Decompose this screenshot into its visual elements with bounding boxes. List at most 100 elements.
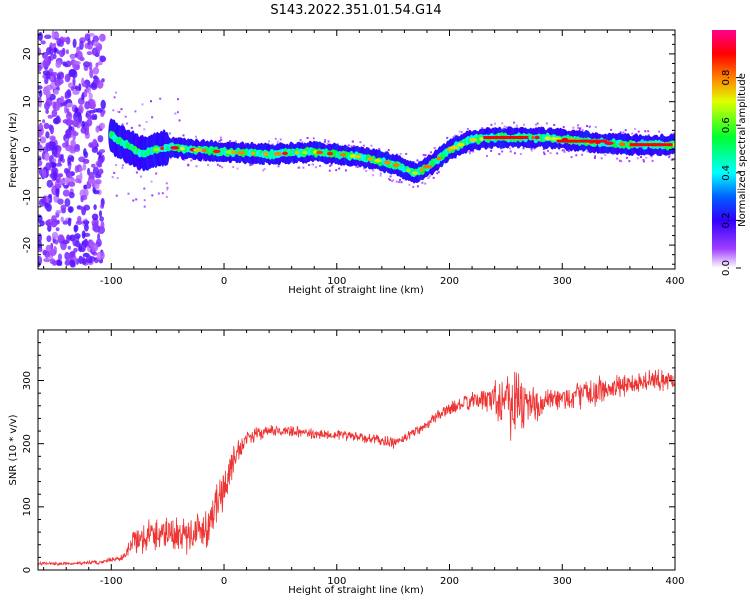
ridge-peak xyxy=(550,136,557,141)
speckle xyxy=(421,181,424,184)
speckle xyxy=(302,166,305,169)
noise-blob xyxy=(92,166,99,176)
noise-blob xyxy=(53,171,58,181)
snr-ticks: -100 0 100 200 300 400 0 100 200 300 xyxy=(22,329,685,587)
noise-blob xyxy=(58,39,64,47)
chart-title: S143.2022.351.01.54.G14 xyxy=(270,3,441,18)
speckle xyxy=(616,157,619,160)
speckle xyxy=(229,140,232,143)
speckle xyxy=(130,126,133,129)
speckle xyxy=(562,126,565,128)
noise-blob xyxy=(92,41,100,47)
speckle xyxy=(412,185,415,188)
speckle xyxy=(413,161,416,164)
speckle xyxy=(168,132,171,135)
noise-blob xyxy=(38,141,41,146)
speckle xyxy=(400,181,403,184)
noise-blob xyxy=(95,62,99,68)
speckle xyxy=(195,135,197,138)
ridge-peak xyxy=(282,151,288,156)
speckle xyxy=(276,140,279,143)
ridge-peak xyxy=(193,148,203,152)
noise-blob xyxy=(53,47,58,53)
noise-blob xyxy=(46,219,53,226)
speckle xyxy=(466,128,469,130)
noise-blob xyxy=(60,216,64,223)
snr-x-label: Height of straight line (km) xyxy=(288,585,424,596)
noise-blob xyxy=(81,230,86,239)
speckle xyxy=(112,109,115,112)
speckle xyxy=(183,159,186,161)
noise-blob xyxy=(42,119,46,124)
ridge-peak xyxy=(201,148,207,153)
noise-blob xyxy=(75,220,83,225)
noise-blob xyxy=(91,146,99,153)
noise-blob xyxy=(80,195,84,203)
speckle xyxy=(117,110,119,113)
speckle xyxy=(501,122,504,125)
noise-blob xyxy=(82,82,87,88)
speckle xyxy=(563,151,566,153)
speckle xyxy=(640,156,642,158)
speckle xyxy=(306,137,309,139)
speckle xyxy=(121,164,124,167)
speckle xyxy=(422,154,425,156)
speckle xyxy=(378,148,381,151)
speckle xyxy=(424,154,427,157)
speckle xyxy=(150,180,153,183)
noise-blob xyxy=(46,144,52,152)
x-tick-label: 400 xyxy=(665,576,684,587)
speckle xyxy=(312,137,315,140)
colorbar-tick-label: 0.2 xyxy=(721,212,732,228)
noise-blob xyxy=(52,158,57,163)
noise-blob xyxy=(38,144,43,152)
speckle xyxy=(338,167,341,170)
noise-blob xyxy=(43,195,47,203)
speckle xyxy=(610,128,613,131)
speckle xyxy=(182,134,185,137)
noise-blob xyxy=(54,163,63,167)
noise-blob xyxy=(38,31,43,42)
speckle xyxy=(452,136,455,139)
ridge-peak xyxy=(422,164,433,169)
speckle xyxy=(166,188,169,191)
speckle xyxy=(324,139,327,141)
noise-blob xyxy=(63,167,69,174)
speckle xyxy=(502,127,505,130)
ridge-peak xyxy=(294,151,299,155)
colorbar: 0.0 0.2 0.4 0.6 0.8 Normalized spectral ampl… xyxy=(712,30,748,276)
noise-blob xyxy=(99,122,106,129)
noise-blob xyxy=(58,178,65,185)
speckle xyxy=(311,163,314,166)
speckle xyxy=(138,124,141,127)
speckle xyxy=(218,140,221,142)
speckle xyxy=(416,185,419,188)
speckle xyxy=(469,152,471,155)
ridge-peak xyxy=(479,137,484,141)
speckle xyxy=(370,144,373,147)
noise-blob xyxy=(70,139,76,148)
noise-blob xyxy=(66,234,71,244)
speckle xyxy=(481,127,484,130)
speckle xyxy=(399,152,402,155)
ridge-peak xyxy=(534,135,540,140)
colorbar-tick-label: 0.8 xyxy=(721,70,732,86)
noise-blob xyxy=(74,63,80,71)
colorbar-ticks: 0.0 0.2 0.4 0.6 0.8 xyxy=(721,70,741,276)
noise-blob xyxy=(72,119,80,128)
y-tick-label: 300 xyxy=(22,371,33,390)
speckle xyxy=(169,157,172,160)
speckle xyxy=(672,133,675,135)
noise-blob xyxy=(60,204,67,211)
speckle xyxy=(365,169,368,172)
speckle xyxy=(519,153,522,156)
ridge-peak xyxy=(469,138,478,142)
noise-blob xyxy=(63,184,69,189)
snr-panel: -100 0 100 200 300 400 0 100 200 300 Height of st… xyxy=(8,329,685,596)
noise-blob xyxy=(74,61,81,65)
speckle xyxy=(647,130,650,133)
snr-frame xyxy=(37,329,676,571)
speckle xyxy=(271,143,274,146)
noise-blob xyxy=(71,70,78,79)
